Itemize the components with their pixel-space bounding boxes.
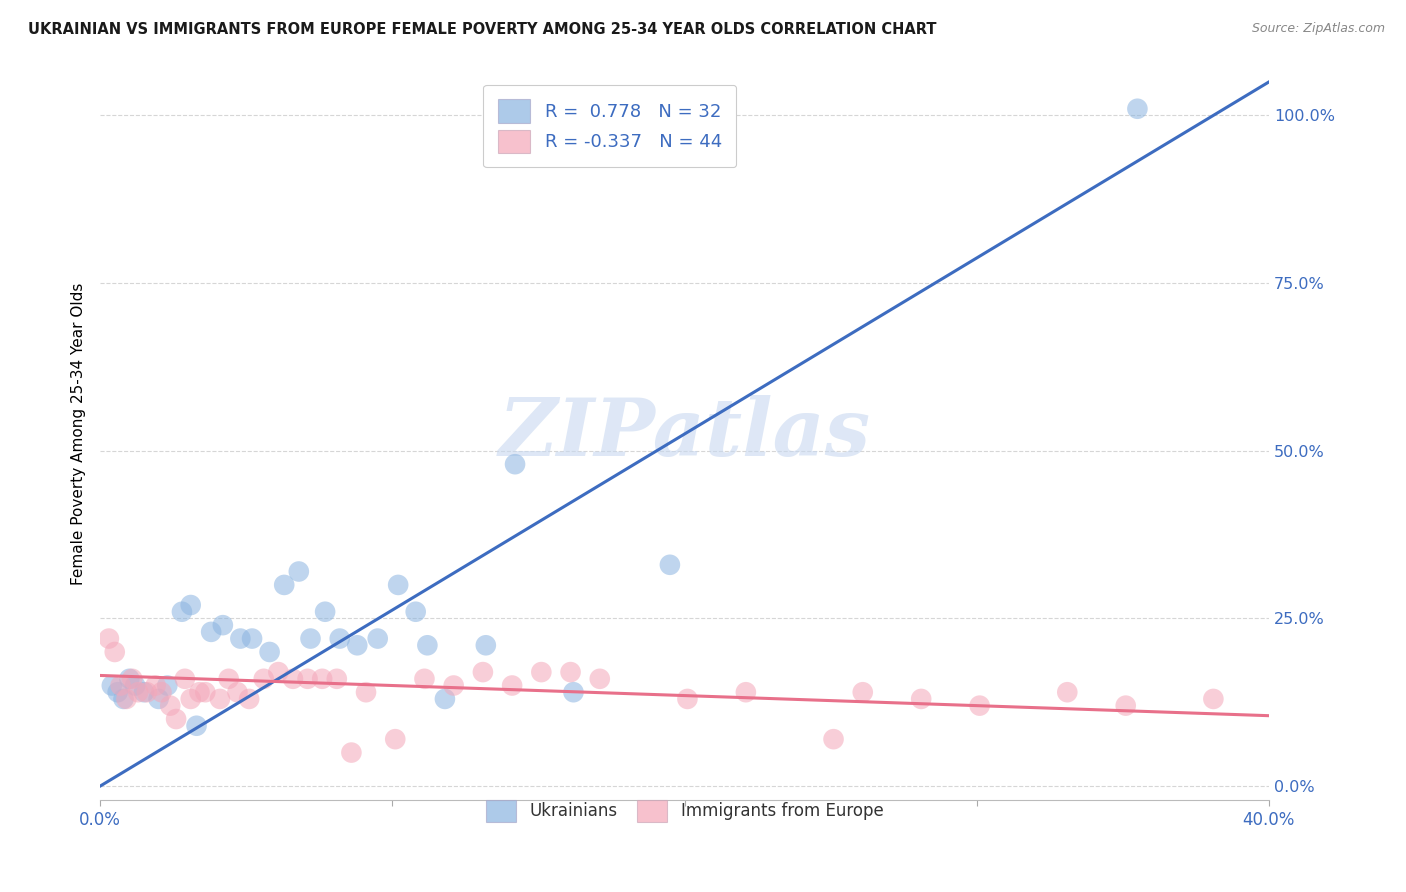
Text: 0.0%: 0.0% <box>79 811 121 829</box>
Point <box>211 618 233 632</box>
Point <box>1126 102 1149 116</box>
Point <box>115 692 138 706</box>
Point <box>288 565 311 579</box>
Point <box>124 679 146 693</box>
Point <box>562 685 585 699</box>
Point <box>156 679 179 693</box>
Point <box>229 632 252 646</box>
Point <box>165 712 187 726</box>
Point <box>560 665 582 679</box>
Point <box>910 692 932 706</box>
Text: Source: ZipAtlas.com: Source: ZipAtlas.com <box>1251 22 1385 36</box>
Point <box>159 698 181 713</box>
Point <box>658 558 681 572</box>
Point <box>346 638 368 652</box>
Point <box>104 645 127 659</box>
Point <box>367 632 389 646</box>
Point <box>112 692 135 706</box>
Point <box>238 692 260 706</box>
Point <box>475 638 498 652</box>
Point <box>97 632 120 646</box>
Point <box>1115 698 1137 713</box>
Point <box>267 665 290 679</box>
Point <box>180 598 202 612</box>
Point <box>135 685 157 699</box>
Point <box>132 685 155 699</box>
Point <box>299 632 322 646</box>
Point <box>1202 692 1225 706</box>
Point <box>188 685 211 699</box>
Point <box>329 632 352 646</box>
Y-axis label: Female Poverty Among 25-34 Year Olds: Female Poverty Among 25-34 Year Olds <box>72 283 86 585</box>
Point <box>148 692 170 706</box>
Legend: Ukrainians, Immigrants from Europe: Ukrainians, Immigrants from Europe <box>472 787 897 835</box>
Point <box>503 457 526 471</box>
Point <box>413 672 436 686</box>
Point <box>311 672 333 686</box>
Point <box>501 679 523 693</box>
Point <box>121 672 143 686</box>
Point <box>240 632 263 646</box>
Point <box>253 672 276 686</box>
Point <box>208 692 231 706</box>
Point <box>443 679 465 693</box>
Point <box>186 719 208 733</box>
Point <box>180 692 202 706</box>
Point <box>354 685 377 699</box>
Point <box>110 679 132 693</box>
Point <box>150 685 173 699</box>
Point <box>676 692 699 706</box>
Point <box>969 698 991 713</box>
Point <box>823 732 845 747</box>
Point <box>384 732 406 747</box>
Point <box>194 685 217 699</box>
Point <box>314 605 336 619</box>
Point <box>200 624 222 639</box>
Point <box>145 679 167 693</box>
Point <box>173 672 195 686</box>
Point <box>226 685 249 699</box>
Point <box>118 672 141 686</box>
Point <box>107 685 129 699</box>
Point <box>340 746 363 760</box>
Point <box>170 605 193 619</box>
Point <box>1056 685 1078 699</box>
Point <box>273 578 295 592</box>
Point <box>433 692 456 706</box>
Text: UKRAINIAN VS IMMIGRANTS FROM EUROPE FEMALE POVERTY AMONG 25-34 YEAR OLDS CORRELA: UKRAINIAN VS IMMIGRANTS FROM EUROPE FEMA… <box>28 22 936 37</box>
Point <box>259 645 281 659</box>
Point <box>589 672 612 686</box>
Point <box>218 672 240 686</box>
Point <box>127 685 149 699</box>
Point <box>101 679 124 693</box>
Point <box>530 665 553 679</box>
Point <box>852 685 875 699</box>
Point <box>416 638 439 652</box>
Point <box>387 578 409 592</box>
Point <box>326 672 349 686</box>
Point <box>471 665 494 679</box>
Point <box>734 685 756 699</box>
Text: 40.0%: 40.0% <box>1243 811 1295 829</box>
Point <box>405 605 427 619</box>
Text: ZIPatlas: ZIPatlas <box>499 395 870 473</box>
Point <box>281 672 304 686</box>
Point <box>297 672 319 686</box>
